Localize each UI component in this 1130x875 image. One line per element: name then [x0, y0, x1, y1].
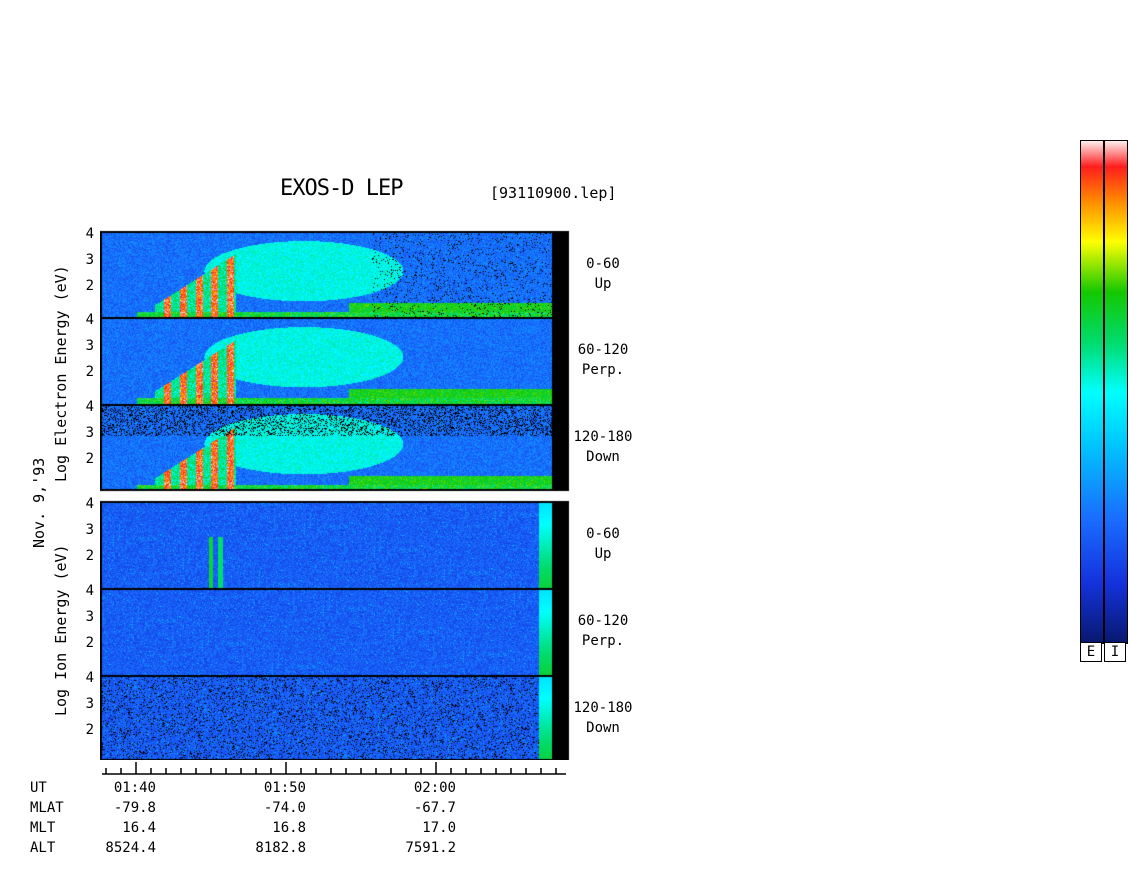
- electron-axis-label: Log Electron Energy (eV): [52, 265, 70, 482]
- channel-direction: Down: [586, 449, 620, 465]
- footer-value: 17.0: [422, 820, 456, 836]
- footer-value: -67.7: [413, 800, 456, 816]
- footer-value: 8182.8: [255, 840, 306, 856]
- footer-row-label: UT: [30, 780, 47, 796]
- channel-direction: Perp.: [581, 633, 625, 649]
- y-tick-label: 3: [85, 338, 94, 354]
- y-tick-label: 4: [85, 583, 94, 599]
- footer-value: 7591.2: [405, 840, 456, 856]
- channel-range: 60-120: [577, 613, 629, 629]
- channel-label: 0-60 Up: [568, 524, 638, 564]
- y-tick-label: 4: [85, 312, 94, 328]
- colorbar-electron-label: E: [1080, 642, 1102, 662]
- ion-axis-label: Log Ion Energy (eV): [52, 544, 70, 716]
- footer-value: -74.0: [263, 800, 306, 816]
- y-tick-label: 3: [85, 696, 94, 712]
- footer-value: 01:40: [113, 780, 156, 796]
- colorbar-electron: [1080, 140, 1104, 644]
- y-tick-label: 4: [85, 496, 94, 512]
- footer-value: 01:50: [263, 780, 306, 796]
- footer-value: -79.8: [113, 800, 156, 816]
- y-tick-label: 4: [85, 670, 94, 686]
- date-label: Nov. 9,'93: [30, 457, 48, 548]
- footer-value: 02:00: [413, 780, 456, 796]
- footer-row-label: MLAT: [30, 800, 64, 816]
- colorbar-ion-label: I: [1104, 642, 1126, 662]
- y-tick-label: 2: [85, 278, 94, 294]
- file-name: [93110900.lep]: [490, 184, 617, 202]
- channel-range: 0-60: [586, 526, 620, 542]
- y-tick-label: 3: [85, 425, 94, 441]
- y-tick-label: 4: [85, 399, 94, 415]
- y-tick-label: 2: [85, 451, 94, 467]
- y-tick-label: 2: [85, 635, 94, 651]
- channel-range: 120-180: [573, 700, 633, 716]
- footer-row-label: ALT: [30, 840, 56, 856]
- plot-title: EXOS-D LEP: [280, 176, 403, 201]
- y-tick-label: 2: [85, 364, 94, 380]
- channel-direction: Up: [594, 276, 612, 292]
- y-tick-label: 2: [85, 548, 94, 564]
- channel-direction: Down: [586, 720, 620, 736]
- colorbar-ion: [1104, 140, 1128, 644]
- channel-range: 60-120: [577, 342, 629, 358]
- y-tick-label: 3: [85, 252, 94, 268]
- channel-direction: Perp.: [581, 362, 625, 378]
- channel-label: 120-180 Down: [568, 427, 638, 467]
- spectrogram-canvas: [100, 230, 570, 760]
- y-tick-label: 3: [85, 522, 94, 538]
- y-tick-label: 3: [85, 609, 94, 625]
- footer-value: 8524.4: [105, 840, 156, 856]
- y-tick-label: 2: [85, 722, 94, 738]
- time-axis: [102, 762, 566, 775]
- y-tick-label: 4: [85, 226, 94, 242]
- channel-range: 0-60: [586, 256, 620, 272]
- channel-label: 60-120 Perp.: [568, 340, 638, 380]
- channel-direction: Up: [594, 546, 612, 562]
- channel-label: 120-180 Down: [568, 698, 638, 738]
- channel-label: 60-120 Perp.: [568, 611, 638, 651]
- footer-value: 16.4: [122, 820, 156, 836]
- channel-label: 0-60 Up: [568, 254, 638, 294]
- footer-row-label: MLT: [30, 820, 56, 836]
- footer-value: 16.8: [272, 820, 306, 836]
- channel-range: 120-180: [573, 429, 633, 445]
